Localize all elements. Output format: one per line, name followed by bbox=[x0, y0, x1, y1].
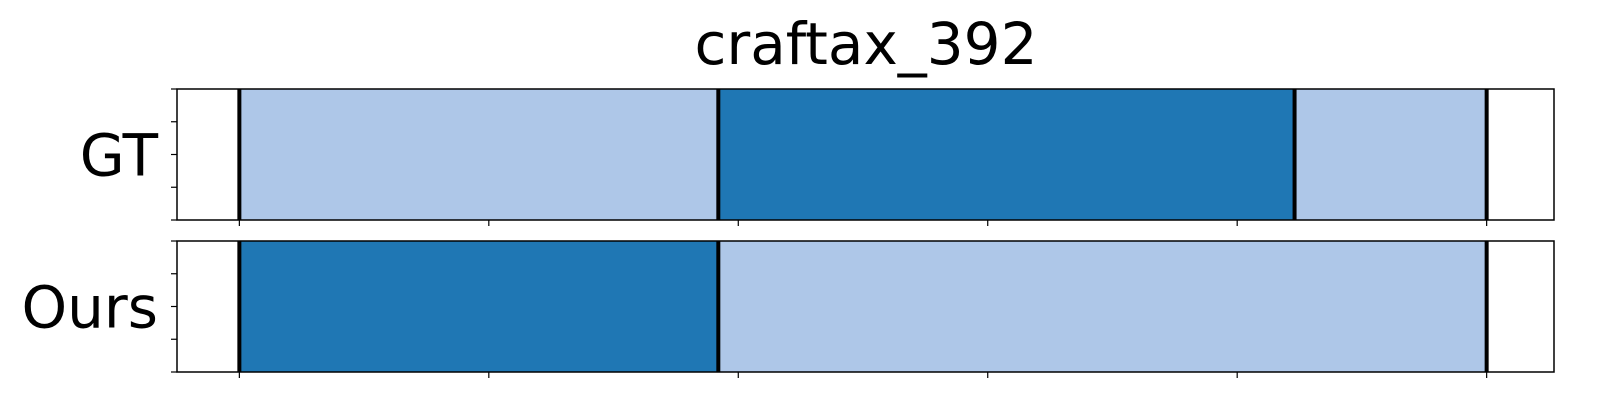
segment-ours-0 bbox=[239, 241, 719, 372]
segment-gt-1 bbox=[718, 89, 1295, 220]
segment-ours-1 bbox=[718, 241, 1487, 372]
chart-title: craftax_392 bbox=[695, 10, 1038, 78]
row-label-gt: GT bbox=[80, 122, 159, 190]
row-label-ours: Ours bbox=[22, 274, 158, 342]
segment-gt-0 bbox=[239, 89, 719, 220]
rows-group: GT Ours bbox=[22, 88, 1555, 378]
segment-gt-2 bbox=[1294, 89, 1487, 220]
